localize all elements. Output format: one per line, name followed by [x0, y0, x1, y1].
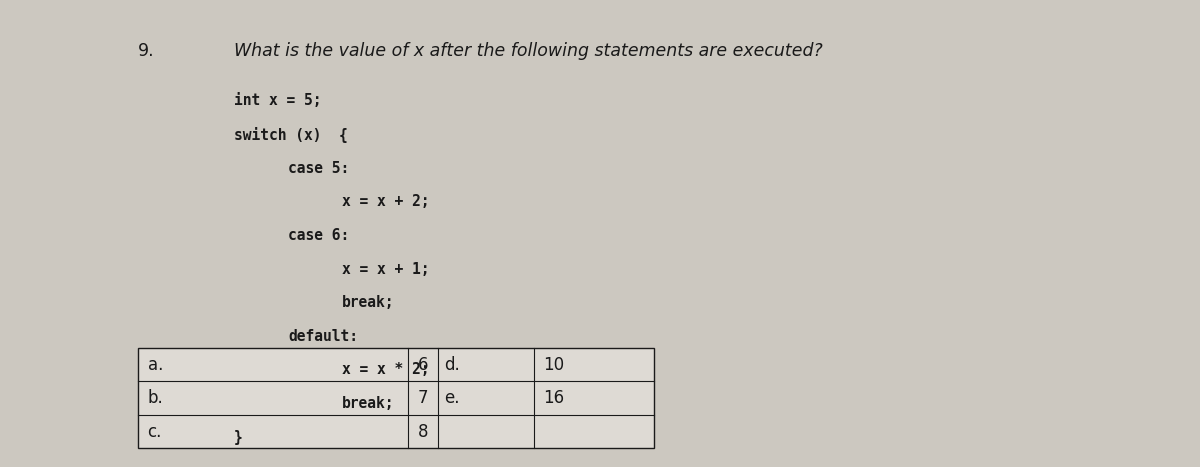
- Text: 10: 10: [544, 356, 565, 374]
- Text: a.: a.: [148, 356, 163, 374]
- Text: 7: 7: [418, 389, 428, 407]
- Text: 9.: 9.: [138, 42, 155, 60]
- Text: x = x * 2;: x = x * 2;: [342, 362, 430, 377]
- Text: d.: d.: [444, 356, 460, 374]
- Text: e.: e.: [444, 389, 460, 407]
- Text: c.: c.: [148, 423, 162, 440]
- Text: }: }: [234, 430, 242, 445]
- Text: default:: default:: [288, 329, 358, 344]
- Text: int x = 5;: int x = 5;: [234, 93, 322, 108]
- Text: case 5:: case 5:: [288, 161, 349, 176]
- Text: What is the value of x after the following statements are executed?: What is the value of x after the followi…: [234, 42, 823, 60]
- Text: 8: 8: [418, 423, 428, 440]
- Text: switch (x)  {: switch (x) {: [234, 127, 348, 143]
- Text: 6: 6: [418, 356, 428, 374]
- Text: x = x + 2;: x = x + 2;: [342, 194, 430, 209]
- FancyBboxPatch shape: [138, 348, 654, 448]
- Text: b.: b.: [148, 389, 163, 407]
- Text: 16: 16: [544, 389, 565, 407]
- Text: break;: break;: [342, 396, 395, 411]
- Text: case 6:: case 6:: [288, 228, 349, 243]
- Text: x = x + 1;: x = x + 1;: [342, 262, 430, 276]
- Text: break;: break;: [342, 295, 395, 310]
